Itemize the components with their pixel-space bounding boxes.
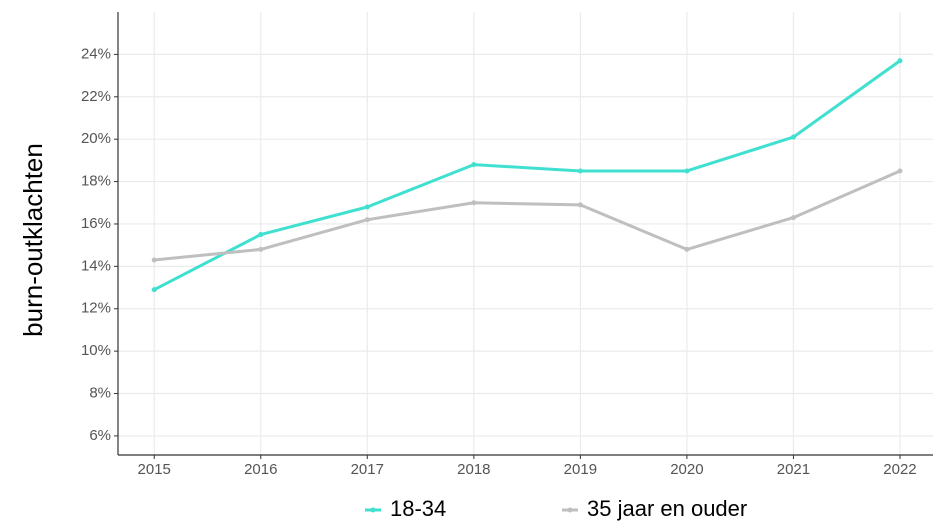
y-tick-label: 14%	[81, 257, 111, 274]
legend-swatch-point	[567, 507, 573, 513]
series-line	[154, 169, 901, 262]
point	[258, 232, 264, 238]
y-tick-label: 18%	[81, 173, 111, 190]
x-tick-label: 2022	[883, 461, 916, 478]
point	[684, 246, 690, 252]
y-tick-label: 6%	[89, 427, 111, 444]
y-tick-label: 22%	[81, 88, 111, 105]
point	[471, 162, 477, 168]
y-axis-label: burn-outklachten	[18, 143, 48, 337]
x-tick-label: 2018	[457, 461, 490, 478]
point	[364, 204, 370, 210]
legend-label: 35 jaar en ouder	[587, 496, 747, 521]
series-line	[153, 59, 901, 292]
point	[258, 246, 264, 252]
point	[577, 202, 583, 208]
y-tick-label: 16%	[81, 215, 111, 232]
y-tick-label: 12%	[81, 300, 111, 317]
point	[897, 58, 903, 64]
x-tick-label: 2015	[138, 461, 171, 478]
point	[364, 217, 370, 223]
legend-label: 18-34	[390, 496, 446, 521]
point	[151, 287, 157, 293]
point	[684, 168, 690, 174]
point	[471, 200, 477, 206]
x-tick-label: 2017	[351, 461, 384, 478]
point	[897, 168, 903, 174]
point	[577, 168, 583, 174]
point	[790, 134, 796, 140]
x-tick-label: 2020	[670, 461, 703, 478]
x-tick-label: 2021	[777, 461, 810, 478]
y-tick-label: 24%	[81, 45, 111, 62]
y-tick-label: 10%	[81, 342, 111, 359]
x-tick-label: 2016	[244, 461, 277, 478]
y-tick-label: 20%	[81, 130, 111, 147]
point	[790, 215, 796, 221]
y-tick-label: 8%	[89, 384, 111, 401]
legend-swatch-point	[370, 507, 376, 513]
point	[151, 257, 157, 263]
x-tick-label: 2019	[564, 461, 597, 478]
